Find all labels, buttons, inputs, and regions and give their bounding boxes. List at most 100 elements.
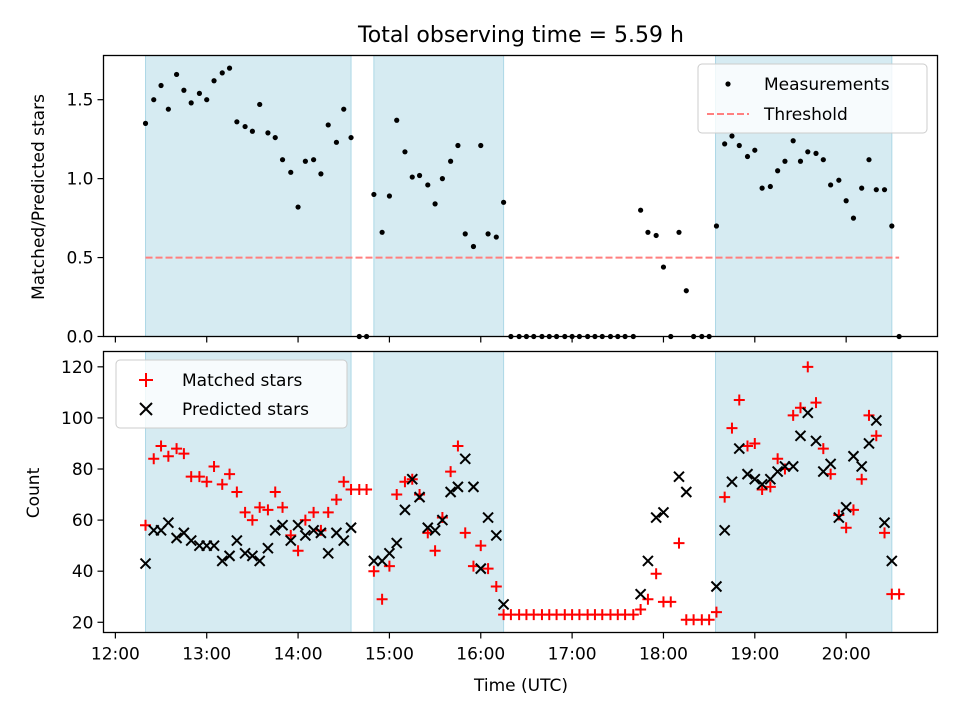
matched-point <box>856 473 868 485</box>
predicted-point <box>262 542 274 554</box>
predicted-point <box>657 506 670 519</box>
measurement-point <box>188 100 194 106</box>
predicted-point <box>840 501 852 514</box>
predicted-point <box>490 529 503 542</box>
x-tick-label: 13:00 <box>182 645 231 665</box>
measurement-point <box>645 229 651 235</box>
measurement-point <box>257 101 263 108</box>
measurement-points <box>142 65 902 340</box>
y-tick-label: 100 <box>61 409 93 429</box>
measurement-point <box>318 171 324 177</box>
predicted-point <box>475 562 487 575</box>
predicted-point <box>413 491 426 503</box>
predicted-point <box>436 514 449 526</box>
y-tick-label: 0.0 <box>66 328 93 348</box>
measurement-point <box>752 147 758 153</box>
bottom-x-ticks: 12:00 13:00 14:00 15:00 16:00 17:00 18:00 19:00… <box>91 632 871 665</box>
legend-matched-marker <box>139 373 153 387</box>
bottom-legend: Matched stars Predicted stars <box>115 359 348 429</box>
bottom-observing-windows <box>145 351 893 633</box>
matched-point <box>787 409 799 421</box>
measurement-point <box>836 177 842 183</box>
matched-point <box>879 527 891 539</box>
predicted-point <box>794 430 807 442</box>
measurement-point <box>288 169 294 175</box>
measurement-point <box>485 231 491 237</box>
measurement-point <box>204 97 210 103</box>
x-tick-label: 14:00 <box>274 645 323 665</box>
matched-point <box>719 491 731 503</box>
measurement-point <box>859 185 865 191</box>
measurement-point <box>813 150 819 156</box>
bottom-y-ticks: 20 40 60 80 100 120 <box>61 358 104 633</box>
legend-measurements-label: Measurements <box>764 75 890 95</box>
measurement-point <box>302 158 308 164</box>
measurement-point <box>234 119 240 125</box>
measurement-point <box>759 185 765 191</box>
matched-point <box>635 604 647 616</box>
predicted-point <box>741 468 754 480</box>
measurement-point <box>325 122 331 128</box>
observing-window <box>715 351 893 633</box>
x-tick-label: 16:00 <box>456 645 505 665</box>
observing-window <box>145 55 352 337</box>
matched-point <box>741 440 753 452</box>
measurement-point <box>744 153 751 160</box>
measurement-point <box>828 182 834 188</box>
measurement-point <box>713 223 720 229</box>
matched-point <box>383 560 395 572</box>
measurement-point <box>767 183 773 190</box>
matched-point <box>322 506 334 518</box>
legend-measurements-marker <box>725 81 731 87</box>
predicted-point <box>231 534 243 547</box>
measurement-point <box>501 199 507 205</box>
predicted-point <box>162 516 175 529</box>
predicted-point <box>406 473 418 485</box>
measurement-point <box>493 234 499 240</box>
predicted-point <box>422 522 434 534</box>
y-tick-label: 80 <box>72 460 94 480</box>
predicted-point <box>239 547 251 560</box>
measurement-point <box>843 198 849 204</box>
measurement-point <box>470 243 477 250</box>
matched-points <box>140 361 905 626</box>
y-tick-label: 1.5 <box>66 91 93 111</box>
predicted-point <box>855 460 868 473</box>
matched-point <box>338 476 350 488</box>
x-tick-label: 20:00 <box>822 645 871 665</box>
matched-point <box>627 609 639 621</box>
matched-point <box>772 453 784 465</box>
measurement-point <box>676 229 682 235</box>
matched-point <box>445 466 457 478</box>
measurement-point <box>279 157 286 163</box>
predicted-point <box>338 534 350 547</box>
matched-point <box>475 540 487 552</box>
matched-point <box>665 596 677 608</box>
matched-point <box>201 476 213 488</box>
predicted-point <box>810 435 822 447</box>
measurement-point <box>371 191 377 198</box>
predicted-point <box>139 557 152 570</box>
predicted-points <box>139 407 898 611</box>
matched-point <box>193 471 205 483</box>
measurement-point <box>181 87 187 93</box>
predicted-point <box>399 504 411 516</box>
matched-point <box>308 506 320 518</box>
predicted-point <box>787 460 799 473</box>
top-x-ticks <box>114 336 847 343</box>
matched-point <box>673 537 685 549</box>
predicted-point <box>452 481 464 493</box>
measurement-point <box>866 157 872 163</box>
measurement-point <box>249 128 255 134</box>
measurement-point <box>348 134 354 141</box>
measurement-point <box>425 182 431 188</box>
measurement-point <box>226 65 233 71</box>
predicted-point <box>710 580 723 593</box>
predicted-point <box>322 547 334 560</box>
measurement-point <box>272 134 278 141</box>
matched-point <box>710 606 722 618</box>
predicted-point <box>208 539 220 552</box>
measurement-point <box>653 232 659 239</box>
legend-matched-label: Matched stars <box>182 371 302 391</box>
